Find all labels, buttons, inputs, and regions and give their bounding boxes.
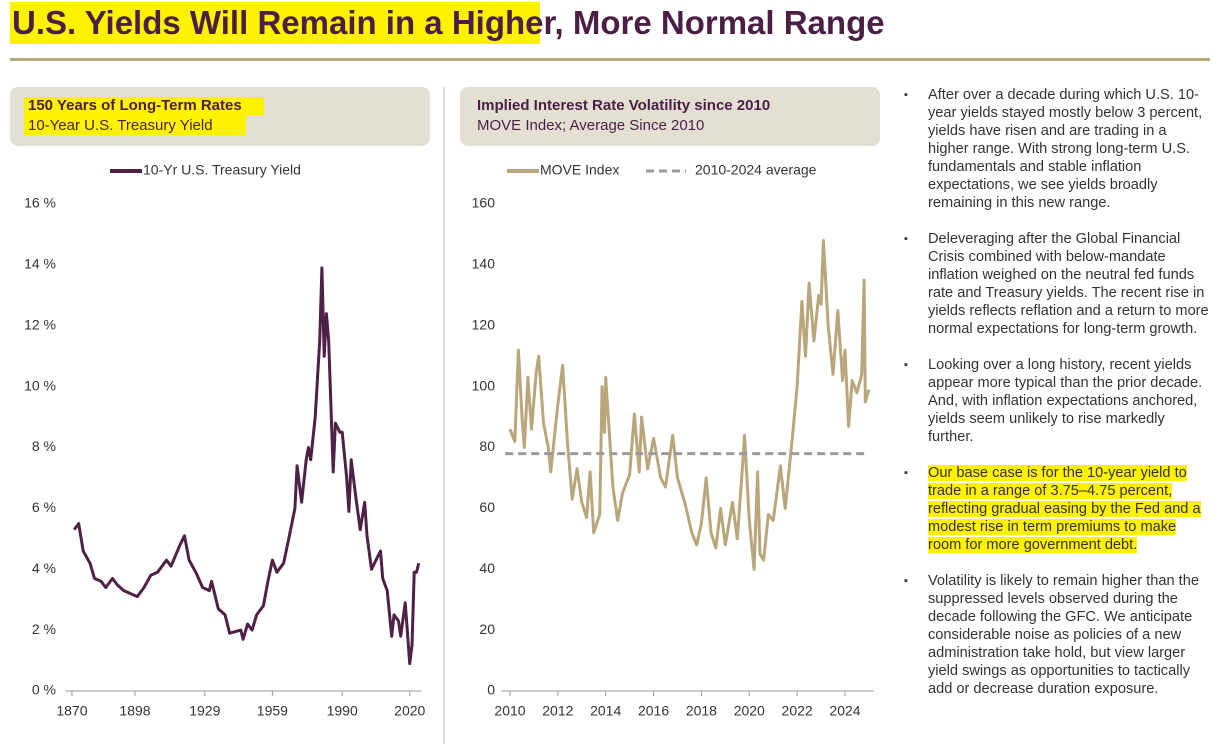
charts: 150 Years of Long-Term Rates 10-Year U.S.… — [10, 87, 880, 744]
x-tick-label: 1929 — [189, 703, 220, 719]
y-tick-label: 40 — [479, 560, 495, 576]
chart-title: 150 Years of Long-Term Rates — [28, 97, 242, 114]
panel-header — [460, 87, 880, 146]
y-tick-label: 4 % — [32, 560, 56, 576]
x-tick-label: 2022 — [782, 703, 813, 719]
y-tick-label: 100 — [472, 377, 496, 393]
bullet: Our base case is for the 10-year yield t… — [903, 464, 1211, 554]
x-tick-label: 2020 — [734, 703, 765, 719]
x-tick-label: 1990 — [327, 703, 358, 719]
y-tick-label: 20 — [479, 621, 495, 637]
bullet-text: Our base case is for the 10-year yield t… — [928, 465, 1201, 553]
y-tick-label: 10 % — [24, 377, 56, 393]
y-tick-label: 140 — [472, 256, 496, 272]
y-tick-label: 0 % — [32, 682, 56, 698]
x-tick-label: 1870 — [56, 703, 87, 719]
highlight — [24, 116, 246, 135]
legend-label: 10-Yr U.S. Treasury Yield — [143, 162, 301, 178]
bullet-list: After over a decade during which U.S. 10… — [903, 86, 1211, 716]
chart-subtitle: 10-Year U.S. Treasury Yield — [28, 117, 213, 134]
x-tick-label: 2014 — [590, 703, 621, 719]
x-tick-label: 2012 — [542, 703, 573, 719]
legend-label: MOVE Index — [540, 162, 619, 178]
data-line — [508, 239, 871, 571]
bullet: Looking over a long history, recent yiel… — [903, 356, 1211, 446]
bullet: After over a decade during which U.S. 10… — [903, 86, 1211, 212]
x-tick-label: 2020 — [394, 703, 425, 719]
bullet-text: After over a decade during which U.S. 10… — [928, 87, 1203, 211]
y-tick-label: 160 — [472, 195, 496, 211]
x-tick-label: 2018 — [686, 703, 717, 719]
y-tick-label: 80 — [479, 438, 495, 454]
y-tick-label: 14 % — [24, 256, 56, 272]
bullet: Deleveraging after the Global Financial … — [903, 230, 1211, 338]
legend-label: 2010-2024 average — [695, 162, 817, 178]
y-tick-label: 120 — [472, 316, 496, 332]
y-tick-label: 0 — [487, 682, 495, 698]
highlight — [24, 97, 264, 116]
y-tick-label: 16 % — [24, 195, 56, 211]
title-rule — [10, 58, 1210, 61]
y-tick-label: 2 % — [32, 621, 56, 637]
chart-title: Implied Interest Rate Volatility since 2… — [477, 97, 770, 114]
bullet-text: Looking over a long history, recent yiel… — [928, 357, 1203, 445]
y-tick-label: 60 — [479, 499, 495, 515]
slide-title: U.S. Yields Will Remain in a Higher, Mor… — [10, 2, 887, 44]
bullet-text: Deleveraging after the Global Financial … — [928, 231, 1209, 337]
x-tick-label: 1898 — [119, 703, 150, 719]
x-tick-label: 2010 — [494, 703, 525, 719]
chart-subtitle: MOVE Index; Average Since 2010 — [477, 117, 704, 134]
bullet-text: Volatility is likely to remain higher th… — [928, 573, 1199, 697]
data-line — [72, 266, 421, 666]
y-tick-label: 6 % — [32, 499, 56, 515]
x-tick-label: 1959 — [257, 703, 288, 719]
y-tick-label: 12 % — [24, 316, 56, 332]
bullet: Volatility is likely to remain higher th… — [903, 572, 1211, 698]
y-tick-label: 8 % — [32, 438, 56, 454]
x-tick-label: 2016 — [638, 703, 669, 719]
x-tick-label: 2024 — [829, 703, 860, 719]
